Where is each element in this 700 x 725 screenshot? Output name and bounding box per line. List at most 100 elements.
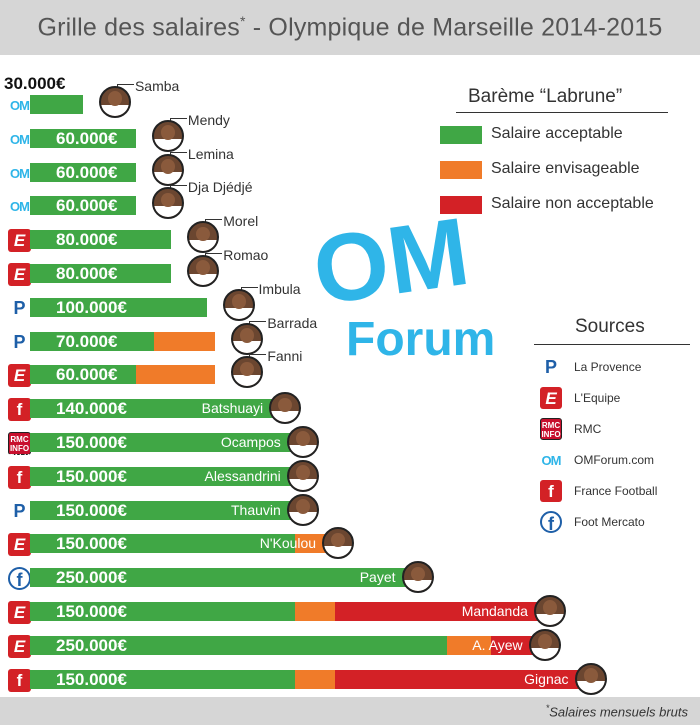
player-name: Alessandrini	[204, 467, 281, 484]
player-row: E 150.000€ Mandanda	[0, 595, 700, 627]
watermark-om: OM	[310, 205, 475, 325]
bar-segment-green	[30, 500, 295, 520]
bar-segment-orange	[294, 534, 331, 554]
legend-title: Barème “Labrune”	[468, 86, 623, 107]
bar-segment-green	[30, 433, 295, 452]
source-label-footmercato: Foot Mercato	[574, 515, 645, 529]
salary-label: 60.000€	[56, 162, 118, 182]
player-avatar	[151, 153, 184, 186]
bar-segment-green	[30, 365, 136, 385]
salary-bar	[30, 568, 410, 588]
bar-segment-red	[490, 635, 537, 655]
legend-label-acceptable: Salaire acceptable	[491, 125, 623, 142]
omforum-icon: OM	[8, 94, 31, 117]
bar-segment-red	[335, 602, 542, 621]
player-name: N'Koulou	[259, 535, 317, 552]
salary-label: 70.000€	[56, 331, 118, 351]
player-row: f 250.000€ Payet	[0, 561, 700, 594]
player-row: OM 60.000€ Dja Djédjé	[0, 179, 700, 220]
salary-bar	[30, 534, 331, 554]
omforum-icon: OM	[8, 195, 31, 219]
salary-bar	[30, 196, 136, 216]
salary-bar	[30, 466, 295, 486]
lequipe-icon: E	[8, 634, 31, 658]
salary-bar	[30, 128, 136, 148]
salary-bar	[30, 264, 172, 283]
legend-label-envisageable: Salaire envisageable	[491, 160, 640, 177]
player-row: E 250.000€ A. Ayew	[0, 628, 700, 661]
player-row: f 150.000€ Gignac	[0, 662, 700, 695]
chart-footer: *Salaires mensuels bruts	[0, 697, 700, 725]
source-glyph: OM	[10, 98, 30, 113]
salary-label: 100.000€	[56, 297, 127, 317]
player-name: Dja Djédjé	[187, 179, 253, 196]
sources-divider	[534, 344, 690, 345]
source-label-omforum: OMForum.com	[574, 453, 655, 467]
omforum-icon: OM	[540, 449, 562, 471]
omforum-icon: OM	[8, 127, 31, 151]
source-label-laprovence: La Provence	[574, 360, 642, 374]
salary-bar	[30, 230, 172, 250]
lequipe-icon: E	[540, 387, 562, 409]
source-glyph: P	[13, 500, 26, 521]
source-label-rmc: RMC	[574, 422, 602, 436]
france-football-icon: f	[8, 465, 31, 489]
source-glyph: P	[13, 331, 26, 352]
salary-bar	[30, 365, 216, 385]
omforum-watermark: OM Forum	[310, 205, 495, 365]
salary-bar	[30, 635, 537, 655]
salary-label: 150.000€	[56, 466, 127, 486]
bar-segment-green	[30, 331, 154, 351]
player-row: E 60.000€ Fanni	[0, 348, 700, 389]
source-glyph: OM	[541, 453, 562, 468]
source-glyph: E	[13, 636, 26, 656]
player-avatar	[187, 255, 220, 287]
bar-segment-green	[30, 95, 83, 114]
player-avatar	[151, 187, 184, 220]
source-glyph: f	[16, 670, 23, 690]
source-label-francefootball: France Football	[574, 484, 658, 498]
salary-bar	[30, 602, 542, 621]
chart-title: Grille des salaires* - Olympique de Mars…	[37, 12, 663, 42]
source-glyph: E	[13, 231, 26, 251]
source-glyph: P	[544, 357, 557, 377]
bar-segment-green	[30, 196, 136, 216]
footnote: *Salaires mensuels bruts	[545, 703, 688, 720]
player-name: Fanni	[267, 348, 303, 365]
player-row: E 80.000€ Morel	[0, 213, 700, 254]
chart-header: Grille des salaires* - Olympique de Mars…	[0, 0, 700, 55]
salary-label: 80.000€	[56, 264, 118, 283]
bar-segment-orange	[135, 365, 216, 385]
player-row: P 100.000€ Imbula	[0, 281, 700, 321]
bar-segment-green	[30, 635, 447, 655]
salary-bar	[30, 162, 136, 182]
player-row: OM 30.000€ Samba	[0, 74, 700, 118]
bar-segment-green	[30, 297, 207, 317]
salary-label: 80.000€	[56, 230, 118, 250]
player-name: Lemina	[187, 145, 234, 162]
player-name: Samba	[134, 78, 180, 94]
source-label-lequipe: L'Equipe	[574, 391, 621, 405]
la-provence-icon: P	[8, 296, 31, 320]
bar-segment-green	[30, 264, 172, 283]
player-row: P 150.000€ Thauvin	[0, 493, 700, 526]
rmc-icon: RMC INFO TALK SPORT	[540, 418, 569, 457]
bar-segment-green	[30, 466, 295, 486]
player-name: A. Ayew	[472, 636, 523, 653]
source-glyph: f	[548, 482, 554, 501]
player-name: Mandanda	[461, 603, 528, 619]
salary-bar	[30, 331, 216, 351]
bar-segment-orange	[294, 669, 336, 689]
source-glyph: P	[13, 297, 26, 318]
foot-mercato-icon: f	[8, 567, 31, 591]
source-glyph: E	[13, 603, 26, 622]
player-avatar	[98, 86, 131, 118]
player-name: Gignac	[524, 670, 569, 687]
source-glyph: f	[16, 570, 23, 591]
bar-segment-green	[30, 162, 136, 182]
player-row: P 70.000€ Barrada	[0, 315, 700, 355]
bar-segment-green	[30, 602, 295, 621]
bar-segment-green	[30, 669, 295, 689]
source-glyph: E	[13, 535, 26, 555]
salary-label: 60.000€	[56, 128, 118, 148]
